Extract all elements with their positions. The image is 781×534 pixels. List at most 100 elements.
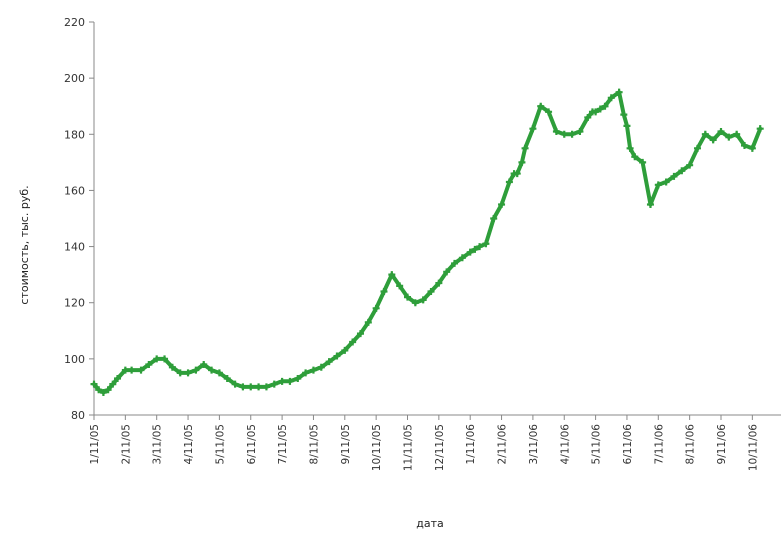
data-point [626, 144, 634, 152]
axes [93, 22, 781, 416]
y-tick-label: 100 [64, 353, 85, 366]
data-point [709, 136, 717, 144]
data-point [607, 94, 615, 102]
data-point [192, 366, 200, 374]
data-point [568, 130, 576, 138]
data-point [596, 105, 604, 113]
data-point [631, 153, 639, 161]
data-point [552, 127, 560, 135]
data-point [560, 130, 568, 138]
data-point [286, 377, 294, 385]
data-point [239, 383, 247, 391]
data-point [693, 144, 701, 152]
data-point [584, 113, 592, 121]
data-point [95, 386, 103, 394]
data-point [121, 366, 129, 374]
data-point [317, 363, 325, 371]
data-point [458, 254, 466, 262]
data-point [670, 172, 678, 180]
data-point [411, 299, 419, 307]
data-point [223, 375, 231, 383]
data-point [505, 178, 513, 186]
data-point [349, 338, 357, 346]
data-point [733, 130, 741, 138]
data-point [372, 304, 380, 312]
data-point [678, 167, 686, 175]
x-tick-label: 11/11/05 [403, 424, 415, 471]
x-tick-label: 10/11/06 [747, 424, 759, 471]
data-point [200, 360, 208, 368]
data-point [529, 125, 537, 133]
data-point [262, 383, 270, 391]
data-point [623, 122, 631, 130]
data-point [521, 144, 529, 152]
data-point [104, 386, 112, 394]
data-point [741, 142, 749, 150]
x-tick-label: 9/11/05 [340, 424, 352, 464]
data-point [396, 282, 404, 290]
data-point [309, 366, 317, 374]
x-tick-label: 3/11/06 [528, 424, 540, 465]
x-tick-label: 7/11/05 [277, 424, 289, 464]
data-point [145, 360, 153, 368]
data-point [388, 271, 396, 279]
data-point [231, 380, 239, 388]
data-point [654, 181, 662, 189]
x-tick-label: 2/11/05 [120, 424, 132, 464]
data-point [686, 161, 694, 169]
data-point [435, 279, 443, 287]
y-tick-label: 200 [64, 72, 85, 85]
y-axis-ticks: 80 100 120 140 160 180 200 220 [64, 16, 94, 422]
data-point [247, 383, 255, 391]
data-point [176, 369, 184, 377]
data-point [404, 293, 411, 301]
x-tick-label: 10/11/05 [371, 424, 383, 471]
data-point [615, 88, 623, 96]
x-tick-label: 7/11/06 [653, 424, 665, 465]
data-point [184, 369, 192, 377]
data-point [518, 158, 526, 166]
data-point [662, 178, 670, 186]
data-point [427, 287, 435, 295]
x-tick-label: 6/11/06 [622, 424, 634, 465]
data-point [620, 111, 628, 119]
y-tick-label: 120 [64, 297, 85, 310]
y-tick-label: 180 [64, 128, 85, 141]
data-point [601, 102, 609, 110]
y-tick-label: 80 [71, 409, 85, 422]
series-0 [90, 88, 764, 397]
data-point [443, 268, 451, 276]
data-point [109, 380, 117, 388]
data-point [325, 358, 333, 366]
data-point [153, 355, 161, 363]
x-axis-label: дата [416, 517, 444, 530]
y-axis-label: стоимость, тыс. руб. [18, 185, 31, 304]
data-point [576, 127, 584, 135]
series-layer [90, 88, 764, 397]
data-point [639, 158, 647, 166]
y-tick-label: 220 [64, 16, 85, 29]
x-tick-label: 8/11/05 [308, 424, 320, 464]
x-tick-label: 9/11/06 [716, 424, 728, 465]
data-point [380, 287, 388, 295]
data-point [451, 259, 459, 267]
x-tick-label: 1/11/06 [465, 424, 477, 465]
data-point [466, 248, 474, 256]
x-tick-label: 12/11/05 [434, 424, 446, 471]
data-point [364, 318, 372, 326]
data-point [137, 366, 145, 374]
data-point [537, 102, 545, 110]
data-point [341, 346, 349, 354]
data-point [748, 144, 756, 152]
data-point [215, 369, 223, 377]
y-tick-label: 140 [64, 241, 85, 254]
data-point [333, 352, 341, 360]
data-point [471, 245, 479, 253]
y-tick-label: 160 [64, 184, 85, 197]
data-point [545, 108, 553, 116]
data-point [701, 130, 709, 138]
x-tick-label: 3/11/05 [152, 424, 164, 464]
x-tick-label: 5/11/05 [214, 424, 226, 464]
